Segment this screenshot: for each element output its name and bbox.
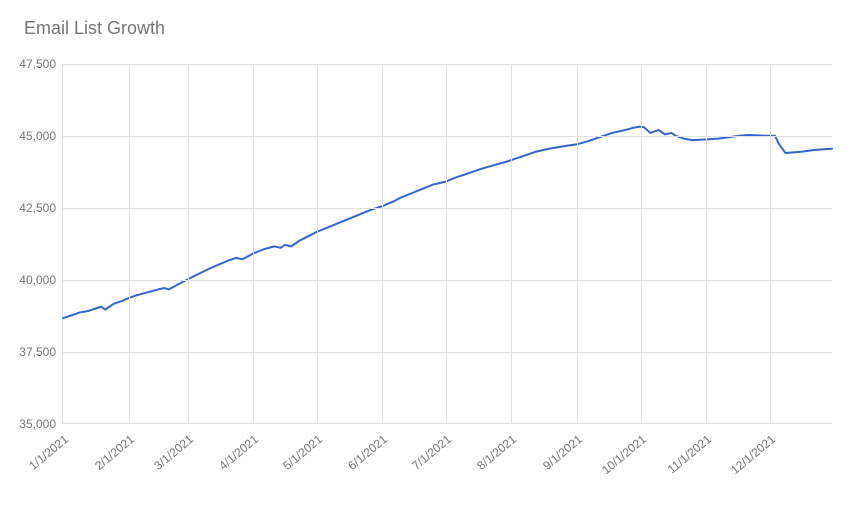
gridline-horizontal (63, 136, 832, 137)
x-axis-tick-label: 7/1/2021 (409, 432, 454, 473)
gridline-vertical (129, 64, 130, 423)
x-axis-tick-label: 12/1/2021 (728, 432, 778, 477)
gridline-vertical (188, 64, 189, 423)
line-path (63, 127, 832, 319)
x-axis-tick-label: 5/1/2021 (280, 432, 325, 473)
y-axis-tick-label: 42,500 (6, 201, 56, 215)
chart-container: Email List Growth 35,000 37,500 40,000 42,5… (0, 0, 852, 527)
gridline-vertical (706, 64, 707, 423)
x-axis-tick-label: 10/1/2021 (599, 432, 649, 477)
gridline-vertical (641, 64, 642, 423)
gridline-vertical (382, 64, 383, 423)
x-axis-tick-label: 1/1/2021 (26, 432, 71, 473)
y-axis-tick-label: 37,500 (6, 345, 56, 359)
y-axis-tick-label: 47,500 (6, 57, 56, 71)
gridline-vertical (577, 64, 578, 423)
gridline-horizontal (63, 352, 832, 353)
gridline-horizontal (63, 64, 832, 65)
y-axis-tick-label: 40,000 (6, 273, 56, 287)
gridline-vertical (253, 64, 254, 423)
plot-area (62, 64, 832, 424)
gridline-horizontal (63, 208, 832, 209)
x-axis-tick-label: 6/1/2021 (346, 432, 391, 473)
y-axis-tick-label: 35,000 (6, 417, 56, 431)
gridline-vertical (317, 64, 318, 423)
x-axis-tick-label: 2/1/2021 (92, 432, 137, 473)
y-axis-tick-label: 45,000 (6, 129, 56, 143)
gridline-vertical (446, 64, 447, 423)
line-series (63, 64, 832, 423)
x-axis-tick-label: 4/1/2021 (217, 432, 262, 473)
gridline-vertical (770, 64, 771, 423)
x-axis-tick-label: 3/1/2021 (151, 432, 196, 473)
x-axis-tick-label: 8/1/2021 (475, 432, 520, 473)
gridline-horizontal (63, 280, 832, 281)
chart-title: Email List Growth (24, 18, 165, 39)
x-axis-tick-label: 9/1/2021 (540, 432, 585, 473)
x-axis-tick-label: 11/1/2021 (665, 432, 714, 476)
gridline-vertical (511, 64, 512, 423)
